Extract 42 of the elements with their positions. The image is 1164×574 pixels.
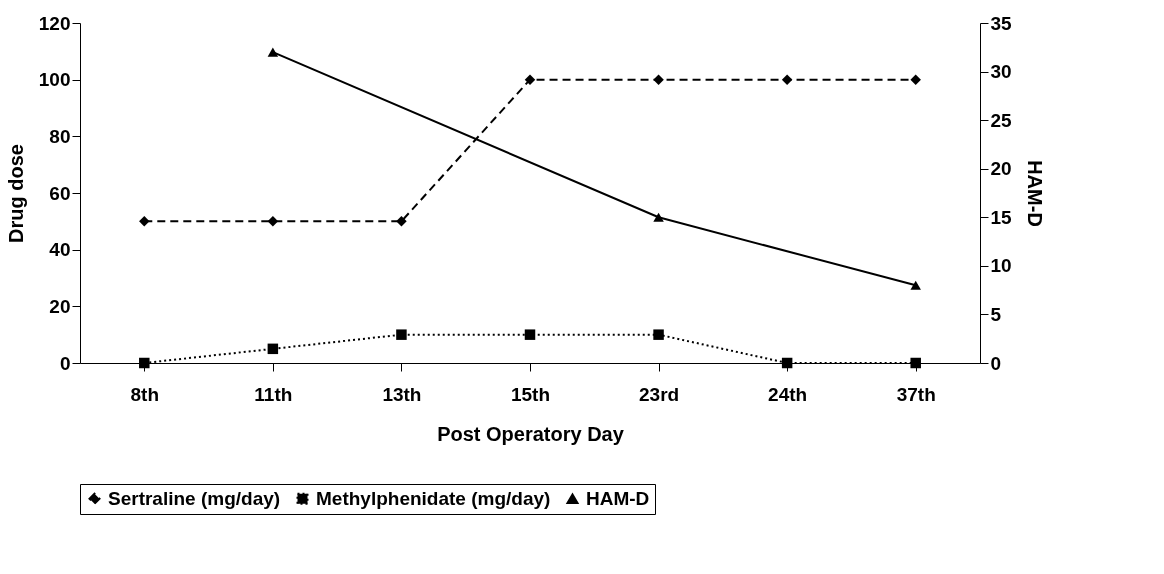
y-axis-title: Drug dose [4, 144, 27, 243]
y-tick-label: 80 [49, 125, 71, 147]
y2-tick-label: 25 [990, 109, 1013, 131]
point [653, 74, 664, 85]
x-axis-title: Post Operatory Day [437, 422, 625, 445]
y-tick-label: 0 [59, 352, 71, 374]
y-tick-label: 60 [49, 182, 71, 204]
y-tick-label: 20 [49, 295, 71, 317]
x-tick-label: 37th [896, 383, 936, 405]
legend-label: Sertraline (mg/day) [108, 487, 281, 509]
x-tick-label: 8th [130, 383, 160, 405]
point [139, 216, 150, 227]
point [396, 216, 407, 227]
x-tick-label: 24th [768, 383, 808, 405]
y2-tick-label: 30 [990, 61, 1012, 83]
point [396, 329, 407, 340]
point [910, 357, 921, 369]
point [524, 74, 536, 85]
point [781, 357, 793, 369]
y2-tick-label: 35 [990, 12, 1013, 34]
y-tick-label: 120 [38, 12, 71, 34]
x-tick-label: 23rd [639, 383, 680, 405]
x-tick-label: 15th [510, 383, 551, 405]
y2-tick-label: 0 [990, 352, 1002, 374]
y2-tick-label: 5 [990, 303, 1002, 325]
point [524, 329, 536, 340]
point [267, 343, 279, 355]
y-tick-label: 100 [38, 69, 71, 91]
y2-tick-label: 20 [990, 158, 1012, 180]
point [781, 74, 793, 85]
y2-axis-title: HAM-D [1023, 160, 1046, 227]
y-tick-label: 40 [49, 239, 71, 261]
point [910, 74, 921, 85]
point [267, 216, 279, 227]
legend-label: Methylphenidate (mg/day) [316, 487, 551, 509]
x-tick-label: 11th [254, 383, 293, 405]
x-tick-label: 13th [382, 383, 422, 405]
legend-label: HAM-D [586, 487, 650, 509]
y2-tick-label: 10 [990, 255, 1012, 277]
point [653, 329, 664, 340]
point [139, 357, 150, 369]
y2-tick-label: 15 [990, 206, 1013, 228]
